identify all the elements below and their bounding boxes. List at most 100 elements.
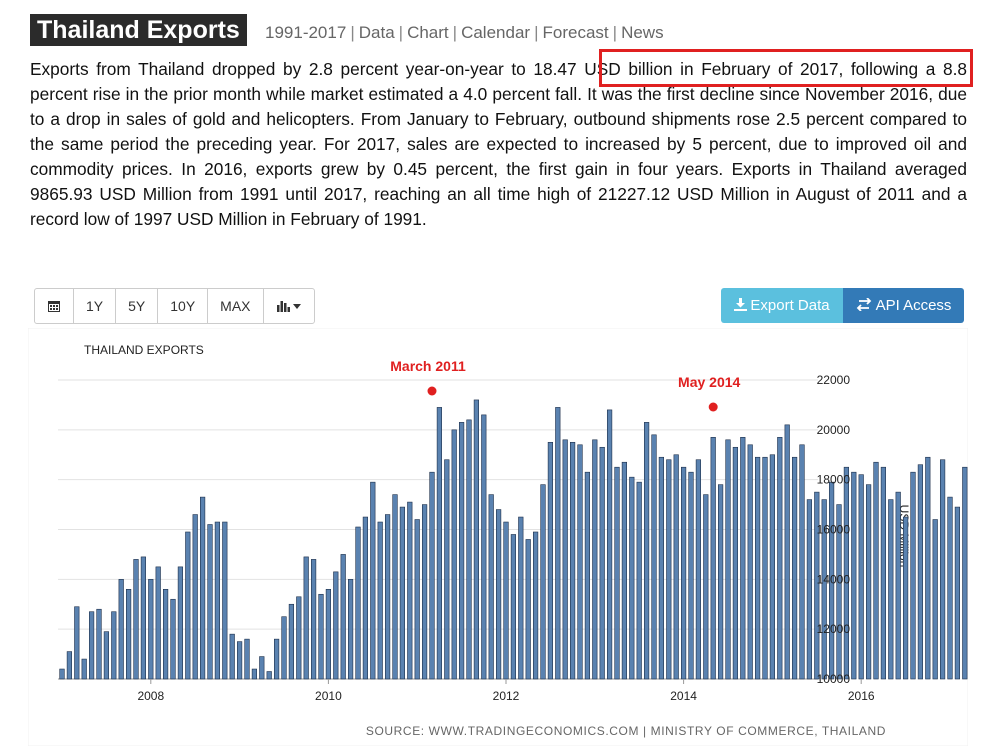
bar bbox=[569, 441, 576, 680]
bar bbox=[325, 588, 332, 680]
bar bbox=[510, 534, 517, 680]
link-data[interactable]: Data bbox=[358, 23, 395, 42]
bar bbox=[703, 494, 709, 680]
bar bbox=[673, 454, 679, 680]
bar bbox=[865, 484, 872, 680]
bar bbox=[148, 579, 154, 680]
bar bbox=[310, 559, 317, 680]
bar bbox=[651, 434, 657, 680]
bar bbox=[103, 631, 109, 680]
api-access-button[interactable]: API Access bbox=[843, 288, 964, 323]
bar bbox=[244, 638, 250, 680]
bar bbox=[251, 668, 258, 680]
bar bbox=[777, 437, 783, 680]
download-icon bbox=[734, 298, 748, 311]
bar bbox=[192, 514, 198, 680]
bar bbox=[362, 516, 369, 680]
calendar-button[interactable] bbox=[35, 289, 74, 323]
bar bbox=[540, 484, 546, 680]
bar bbox=[873, 461, 879, 680]
x-tick-label: 2014 bbox=[670, 689, 697, 703]
link-range[interactable]: 1991-2017 bbox=[265, 23, 347, 42]
bar bbox=[629, 476, 635, 680]
bar bbox=[200, 496, 206, 680]
range-5y-button[interactable]: 5Y bbox=[116, 289, 159, 323]
link-calendar[interactable]: Calendar bbox=[461, 23, 531, 42]
highlight-box bbox=[599, 49, 973, 87]
page-title: Thailand Exports bbox=[30, 14, 247, 46]
link-news[interactable]: News bbox=[621, 23, 664, 42]
bar bbox=[851, 471, 857, 680]
bar bbox=[954, 506, 960, 680]
bar bbox=[932, 519, 938, 680]
bar bbox=[925, 456, 931, 680]
bar bbox=[939, 459, 946, 680]
bar bbox=[155, 566, 161, 680]
bar bbox=[843, 466, 849, 680]
range-10y-button[interactable]: 10Y bbox=[158, 289, 209, 323]
bar-chart-icon bbox=[276, 301, 301, 312]
bar bbox=[888, 499, 894, 680]
link-forecast[interactable]: Forecast bbox=[542, 23, 609, 42]
bar bbox=[318, 593, 324, 680]
bar bbox=[421, 504, 428, 680]
x-tick-label: 2016 bbox=[848, 689, 875, 703]
bar bbox=[503, 521, 509, 680]
range-1y-button[interactable]: 1Y bbox=[74, 289, 117, 323]
bar bbox=[643, 422, 650, 680]
header-links: 1991-2017 | Data | Chart | Calendar | Forecast | N… bbox=[265, 23, 664, 42]
bar bbox=[636, 481, 642, 680]
bar bbox=[466, 419, 472, 680]
bar bbox=[532, 531, 539, 680]
bar bbox=[237, 641, 243, 680]
bar bbox=[488, 494, 494, 680]
bar bbox=[266, 671, 272, 680]
chart-container: THAILAND EXPORTS USD Million SOURCE: WWW… bbox=[27, 327, 987, 747]
chart-source: SOURCE: WWW.TRADINGECONOMICS.COM | MINIS… bbox=[366, 724, 886, 738]
bar bbox=[762, 456, 768, 680]
bar bbox=[333, 571, 339, 680]
bar bbox=[111, 611, 117, 680]
y-tick-label: 12000 bbox=[817, 622, 851, 636]
bar bbox=[725, 439, 731, 680]
bar bbox=[377, 521, 383, 680]
api-access-label: API Access bbox=[875, 297, 952, 314]
bar bbox=[429, 471, 435, 680]
x-tick-label: 2010 bbox=[315, 689, 342, 703]
bar bbox=[688, 471, 694, 680]
bar bbox=[473, 399, 480, 680]
bar bbox=[518, 516, 524, 680]
bar bbox=[355, 526, 361, 680]
bar bbox=[96, 608, 102, 680]
bar bbox=[717, 484, 724, 680]
annotation-label: May 2014 bbox=[678, 374, 740, 390]
bar bbox=[436, 407, 443, 680]
bar bbox=[732, 446, 738, 680]
bar bbox=[296, 596, 302, 680]
y-tick-label: 10000 bbox=[817, 672, 851, 686]
y-tick-label: 14000 bbox=[817, 572, 851, 586]
chart-type-button[interactable] bbox=[264, 289, 314, 323]
bar bbox=[858, 474, 864, 680]
bar bbox=[614, 466, 620, 680]
export-data-button[interactable]: Export Data bbox=[721, 288, 843, 323]
bar bbox=[658, 456, 664, 680]
link-chart[interactable]: Chart bbox=[407, 23, 449, 42]
bar bbox=[821, 499, 827, 680]
bar bbox=[666, 459, 672, 680]
range-max-button[interactable]: MAX bbox=[208, 289, 264, 323]
bar bbox=[81, 658, 87, 680]
bar bbox=[754, 456, 761, 680]
bar bbox=[185, 531, 191, 680]
bar bbox=[340, 554, 346, 680]
bar bbox=[407, 501, 413, 680]
bar bbox=[784, 424, 790, 680]
bar bbox=[288, 603, 295, 680]
bar bbox=[710, 437, 716, 680]
bar bbox=[259, 656, 265, 680]
bar bbox=[126, 588, 132, 680]
bar bbox=[799, 444, 805, 680]
bar bbox=[74, 606, 80, 680]
bar bbox=[584, 471, 590, 680]
bar bbox=[392, 494, 398, 680]
